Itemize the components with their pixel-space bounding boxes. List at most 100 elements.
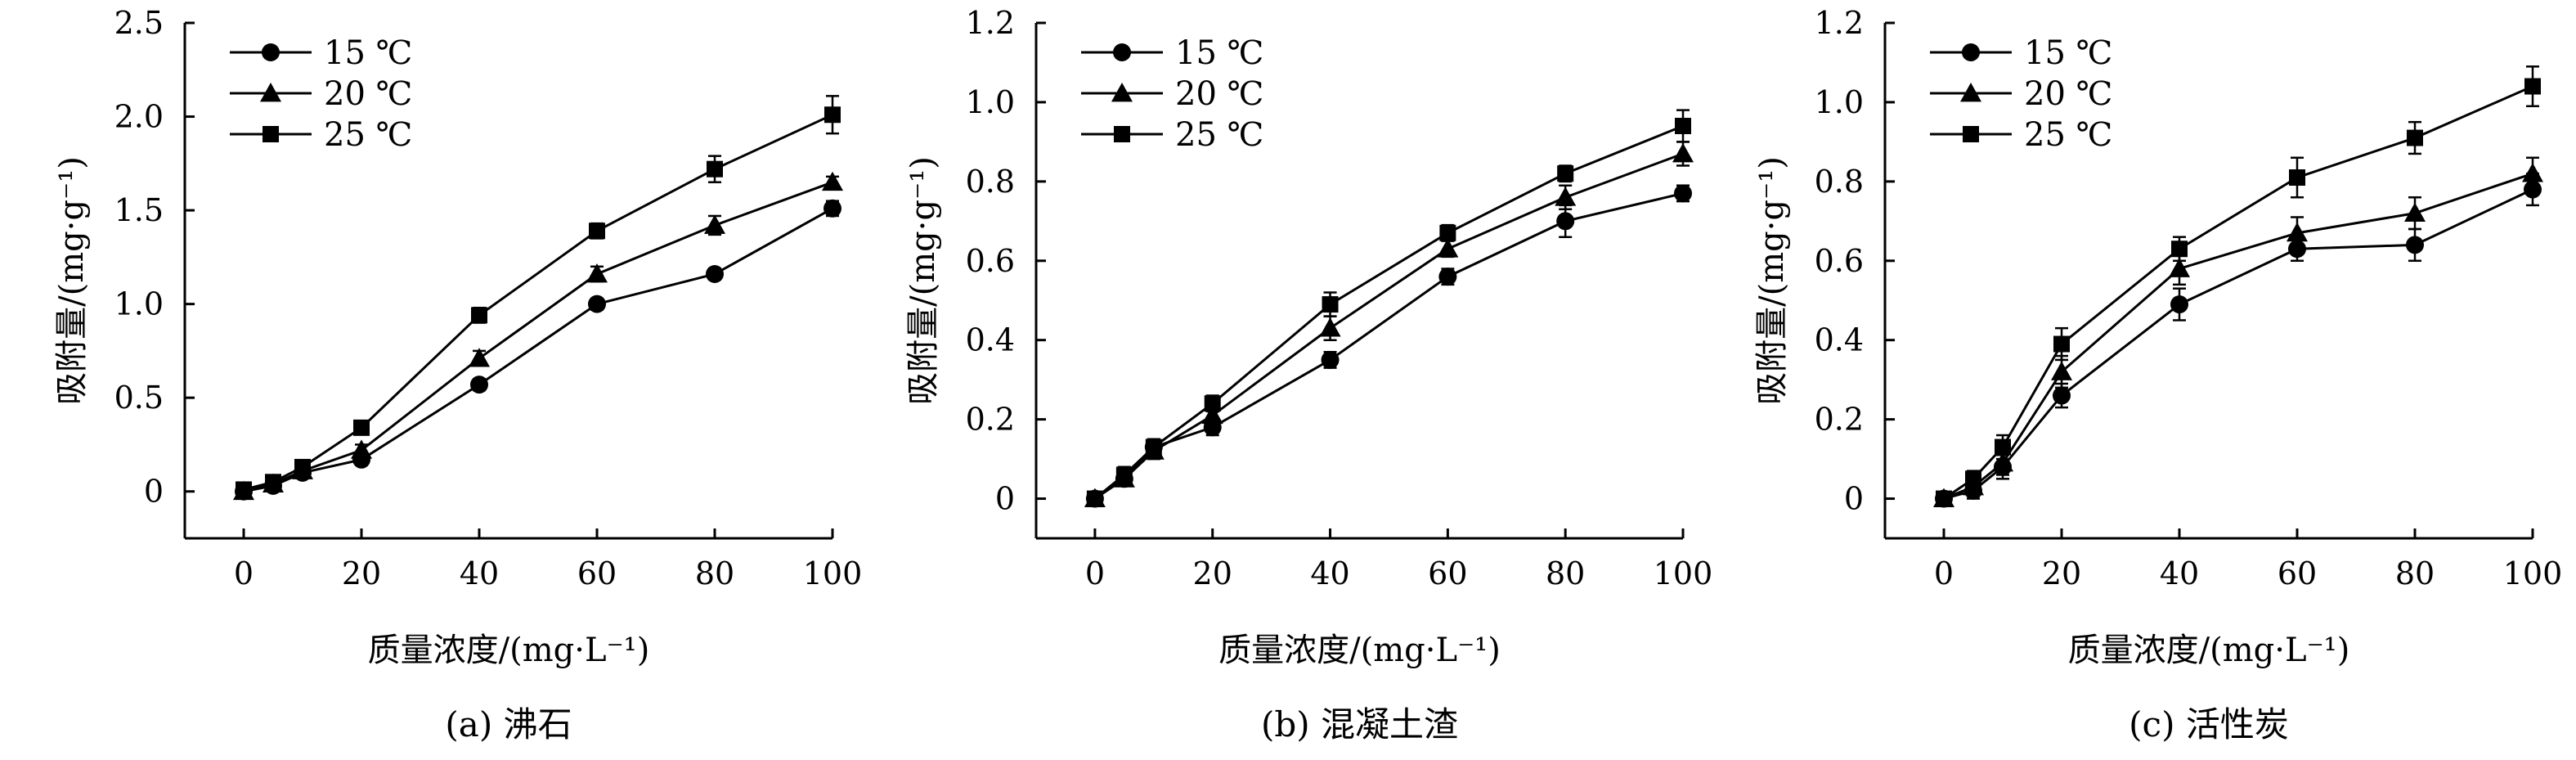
y-tick-label: 0.6 bbox=[1815, 243, 1864, 279]
y-tick-label: 0.4 bbox=[966, 322, 1015, 358]
data-point bbox=[1674, 184, 1692, 203]
data-point bbox=[588, 295, 606, 313]
data-point bbox=[1557, 165, 1574, 182]
y-tick-label: 0.8 bbox=[966, 164, 1015, 200]
data-point bbox=[589, 223, 605, 240]
data-point bbox=[2051, 361, 2072, 380]
y-tick-label: 2.0 bbox=[114, 99, 164, 135]
x-tick-label: 40 bbox=[460, 555, 499, 591]
legend: 15 ℃20 ℃25 ℃ bbox=[1930, 34, 2112, 154]
x-tick-label: 60 bbox=[2278, 555, 2317, 591]
x-tick-label: 60 bbox=[1428, 555, 1467, 591]
data-point bbox=[1322, 296, 1339, 313]
legend-label: 15 ℃ bbox=[1175, 34, 1263, 72]
legend-marker bbox=[1962, 43, 1980, 61]
data-point bbox=[824, 199, 841, 218]
legend-label: 20 ℃ bbox=[2024, 75, 2112, 113]
data-point bbox=[1437, 238, 1459, 258]
series-1 bbox=[1084, 141, 1694, 507]
series-2 bbox=[236, 95, 841, 498]
data-point bbox=[1672, 142, 1694, 163]
series-line bbox=[243, 207, 833, 493]
legend-label: 15 ℃ bbox=[324, 34, 412, 72]
y-tick-label: 0.2 bbox=[1815, 402, 1864, 438]
series-line bbox=[1093, 124, 1684, 500]
data-point bbox=[1995, 438, 2011, 456]
x-tick-label: 40 bbox=[2160, 555, 2199, 591]
x-tick-label: 80 bbox=[1546, 555, 1585, 591]
panel-caption: (a) 沸石 bbox=[445, 704, 572, 744]
data-point bbox=[353, 419, 370, 436]
x-tick-label: 100 bbox=[803, 555, 863, 591]
data-point bbox=[1115, 466, 1133, 483]
series-0 bbox=[235, 199, 841, 501]
data-point bbox=[2170, 295, 2188, 314]
data-point bbox=[1145, 438, 1162, 456]
y-tick-label: 0 bbox=[995, 481, 1015, 517]
x-tick-label: 40 bbox=[1310, 555, 1349, 591]
x-axis-title: 质量浓度/(mg·L⁻¹) bbox=[1218, 632, 1501, 669]
y-tick-label: 1.2 bbox=[1815, 5, 1864, 41]
chart-panel-1: 0 0.2 0.4 0.6 0.8 1.0 1.2 0 20 40 60 80 100 质量浓度/(mg·… bbox=[904, 5, 1712, 744]
data-point bbox=[2171, 241, 2188, 258]
legend-marker bbox=[1114, 126, 1130, 142]
x-tick-label: 0 bbox=[1085, 555, 1105, 591]
series-line bbox=[1943, 172, 2533, 500]
chart-panel-2: 0 0.2 0.4 0.6 0.8 1.0 1.2 0 20 40 60 80 100 质量浓度/(mg·… bbox=[1753, 5, 2562, 744]
legend: 15 ℃20 ℃25 ℃ bbox=[230, 34, 412, 154]
data-point bbox=[351, 439, 372, 459]
y-tick-label: 0.5 bbox=[114, 380, 164, 416]
panel-caption: (b) 混凝土渣 bbox=[1261, 704, 1458, 744]
data-point bbox=[2169, 258, 2190, 277]
data-point bbox=[1439, 224, 1456, 241]
data-point bbox=[2287, 222, 2308, 242]
y-axis-title: 吸附量/(mg·g⁻¹) bbox=[904, 156, 942, 405]
data-point bbox=[2404, 202, 2426, 223]
data-point bbox=[1675, 118, 1691, 134]
legend-marker bbox=[1113, 43, 1131, 61]
y-tick-label: 0.2 bbox=[966, 402, 1015, 438]
data-point bbox=[1438, 268, 1457, 286]
legend-label: 25 ℃ bbox=[2024, 116, 2112, 154]
data-point bbox=[586, 263, 608, 283]
data-point bbox=[1965, 470, 1981, 488]
data-point bbox=[471, 307, 487, 324]
x-tick-label: 0 bbox=[234, 555, 254, 591]
y-tick-label: 1.2 bbox=[966, 5, 1015, 41]
data-point bbox=[236, 481, 252, 498]
legend-label: 25 ℃ bbox=[324, 116, 412, 154]
data-point bbox=[706, 264, 724, 283]
data-point bbox=[2407, 129, 2423, 146]
series-line bbox=[1094, 152, 1684, 500]
data-point bbox=[1556, 212, 1575, 231]
data-point bbox=[2522, 163, 2543, 182]
x-axis-title: 质量浓度/(mg·L⁻¹) bbox=[2068, 632, 2350, 669]
y-tick-label: 1.0 bbox=[966, 84, 1015, 120]
data-point bbox=[2053, 335, 2070, 353]
y-tick-label: 1.0 bbox=[114, 286, 164, 322]
legend-marker bbox=[260, 83, 281, 102]
x-tick-label: 20 bbox=[2042, 555, 2081, 591]
x-tick-label: 100 bbox=[1654, 555, 1713, 591]
series-line bbox=[1094, 191, 1684, 500]
legend-marker bbox=[262, 43, 280, 61]
series-line bbox=[243, 113, 833, 491]
data-point bbox=[1086, 490, 1103, 507]
legend-label: 20 ℃ bbox=[324, 75, 412, 113]
panel-caption: (c) 活性炭 bbox=[2129, 704, 2289, 744]
x-tick-label: 60 bbox=[577, 555, 617, 591]
data-point bbox=[707, 160, 723, 178]
data-point bbox=[822, 171, 843, 191]
legend-label: 20 ℃ bbox=[1175, 75, 1263, 113]
data-point bbox=[470, 376, 488, 394]
legend-label: 25 ℃ bbox=[1175, 116, 1263, 154]
x-tick-label: 20 bbox=[1193, 555, 1232, 591]
data-point bbox=[824, 106, 841, 124]
data-point bbox=[704, 214, 725, 234]
series-1 bbox=[233, 171, 843, 501]
data-point bbox=[1321, 350, 1340, 369]
data-point bbox=[2289, 169, 2305, 186]
data-point bbox=[1201, 404, 1223, 425]
series-line bbox=[1943, 188, 2533, 500]
